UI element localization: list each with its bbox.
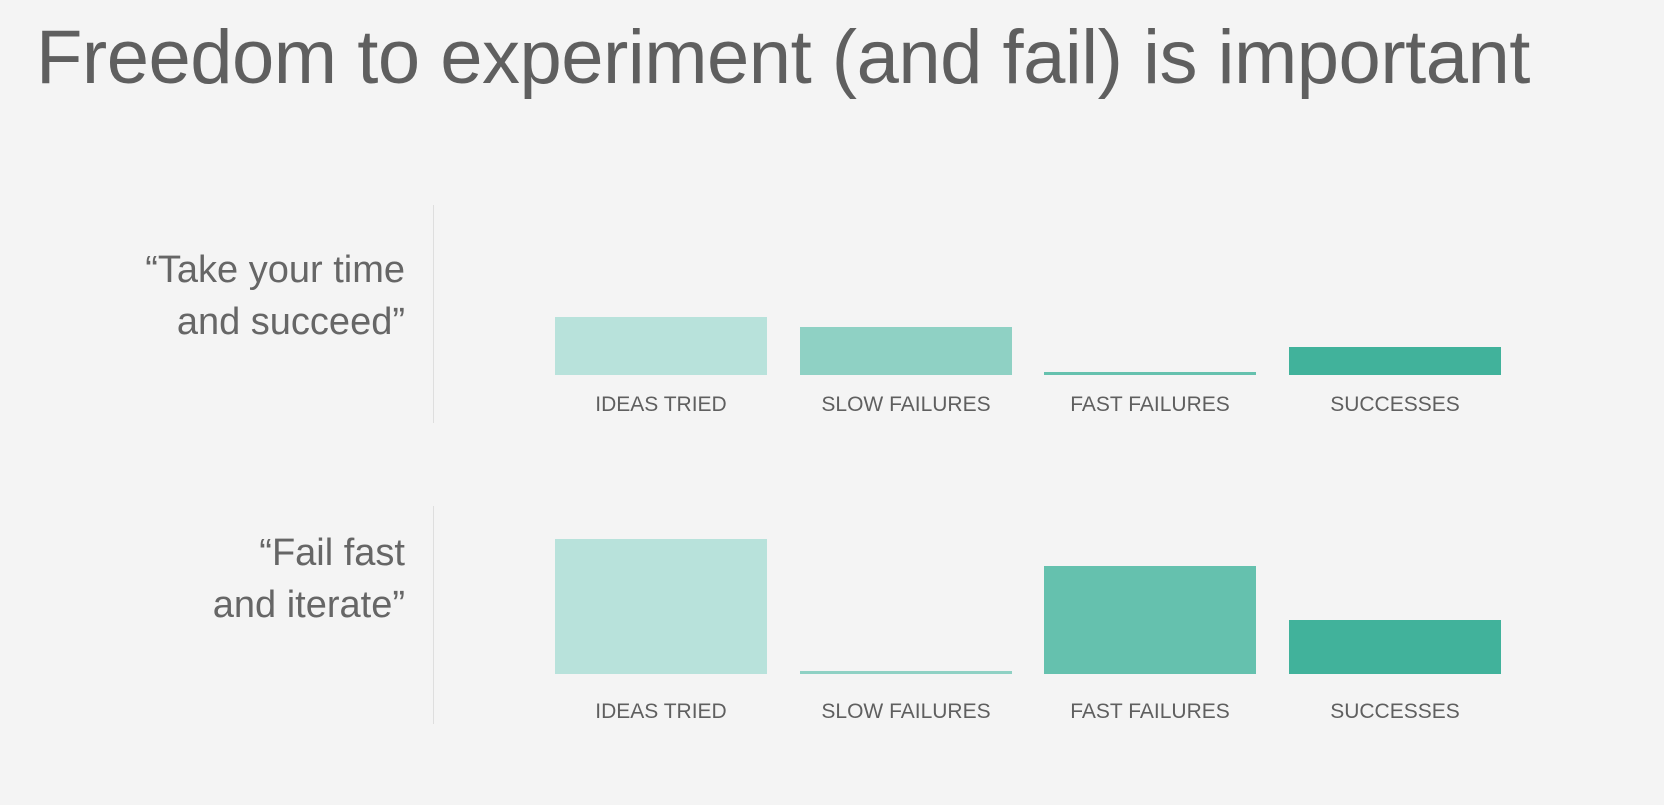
- panel-divider: [433, 205, 434, 423]
- category-label: IDEAS TRIED: [595, 393, 726, 416]
- scenario-label-line: and iterate”: [212, 584, 405, 626]
- bar-ideas-tried: [555, 539, 767, 674]
- category-label: IDEAS TRIED: [595, 700, 726, 723]
- bar-fast-failures: [1044, 372, 1256, 375]
- scenario-label-line: “Fail fast: [259, 532, 405, 574]
- category-label: FAST FAILURES: [1070, 700, 1230, 723]
- bar-successes: [1289, 620, 1501, 674]
- category-label: SLOW FAILURES: [821, 700, 990, 723]
- category-label: SUCCESSES: [1330, 393, 1460, 416]
- category-label: SLOW FAILURES: [821, 393, 990, 416]
- slide-title: Freedom to experiment (and fail) is impo…: [36, 15, 1530, 100]
- scenario-label-line: “Take your time: [145, 249, 405, 291]
- category-label: SUCCESSES: [1330, 700, 1460, 723]
- bar-ideas-tried: [555, 317, 767, 375]
- panel-divider: [433, 506, 434, 724]
- scenario-label-take-your-time: “Take your time and succeed”: [145, 244, 405, 348]
- category-label: FAST FAILURES: [1070, 393, 1230, 416]
- scenario-label-line: and succeed”: [176, 301, 405, 343]
- bar-slow-failures: [800, 671, 1012, 674]
- scenario-label-fail-fast: “Fail fast and iterate”: [213, 527, 405, 631]
- bar-slow-failures: [800, 327, 1012, 375]
- bar-fast-failures: [1044, 566, 1256, 674]
- bar-successes: [1289, 347, 1501, 375]
